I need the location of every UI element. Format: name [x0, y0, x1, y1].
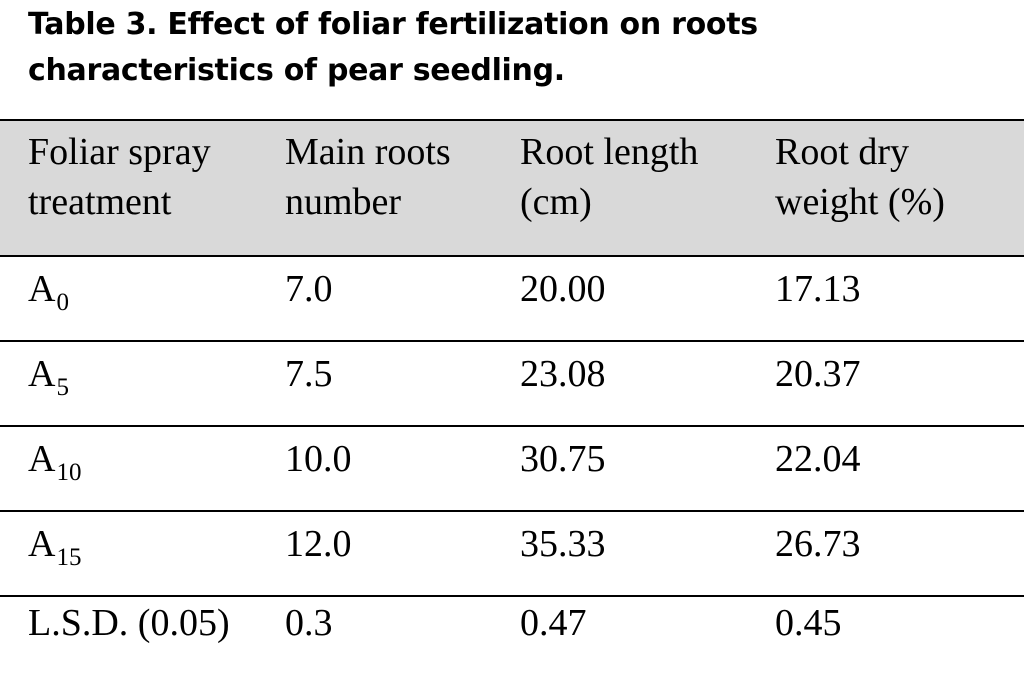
table-header-row: Foliar spray treatment Main roots number…: [0, 119, 1024, 257]
main-roots-cell: 12.0: [285, 523, 352, 565]
data-table: Foliar spray treatment Main roots number…: [0, 119, 1024, 682]
main-roots-cell: 7.5: [285, 353, 333, 395]
header-foliar-spray-treatment: Foliar spray treatment: [28, 131, 211, 223]
treatment-cell: A10: [28, 438, 82, 486]
root-dry-weight-cell: 17.13: [775, 268, 861, 310]
table-row: A10 10.0 30.75 22.04: [0, 427, 1024, 512]
caption-line-2: characteristics of pear seedling.: [28, 53, 565, 88]
treatment-cell: L.S.D. (0.05): [28, 602, 230, 644]
main-roots-cell: 7.0: [285, 268, 333, 310]
header-root-length: Root length (cm): [520, 131, 699, 223]
root-length-cell: 35.33: [520, 523, 606, 565]
table-row: A5 7.5 23.08 20.37: [0, 342, 1024, 427]
main-roots-cell: 10.0: [285, 438, 352, 480]
root-dry-weight-cell: 0.45: [775, 602, 842, 644]
treatment-cell: A0: [28, 268, 69, 316]
caption-line-1: Table 3. Effect of foliar fertilization …: [28, 7, 758, 42]
root-length-cell: 30.75: [520, 438, 606, 480]
main-roots-cell: 0.3: [285, 602, 333, 644]
table-caption: Table 3. Effect of foliar fertilization …: [28, 2, 988, 94]
root-dry-weight-cell: 22.04: [775, 438, 861, 480]
root-length-cell: 20.00: [520, 268, 606, 310]
treatment-cell: A5: [28, 353, 69, 401]
table-row-lsd: L.S.D. (0.05) 0.3 0.47 0.45: [0, 597, 1024, 682]
table-row: A15 12.0 35.33 26.73: [0, 512, 1024, 597]
root-dry-weight-cell: 26.73: [775, 523, 861, 565]
root-length-cell: 0.47: [520, 602, 587, 644]
header-root-dry-weight: Root dry weight (%): [775, 131, 945, 223]
header-main-roots-number: Main roots number: [285, 131, 451, 223]
root-dry-weight-cell: 20.37: [775, 353, 861, 395]
root-length-cell: 23.08: [520, 353, 606, 395]
treatment-cell: A15: [28, 523, 82, 571]
table-row: A0 7.0 20.00 17.13: [0, 257, 1024, 342]
